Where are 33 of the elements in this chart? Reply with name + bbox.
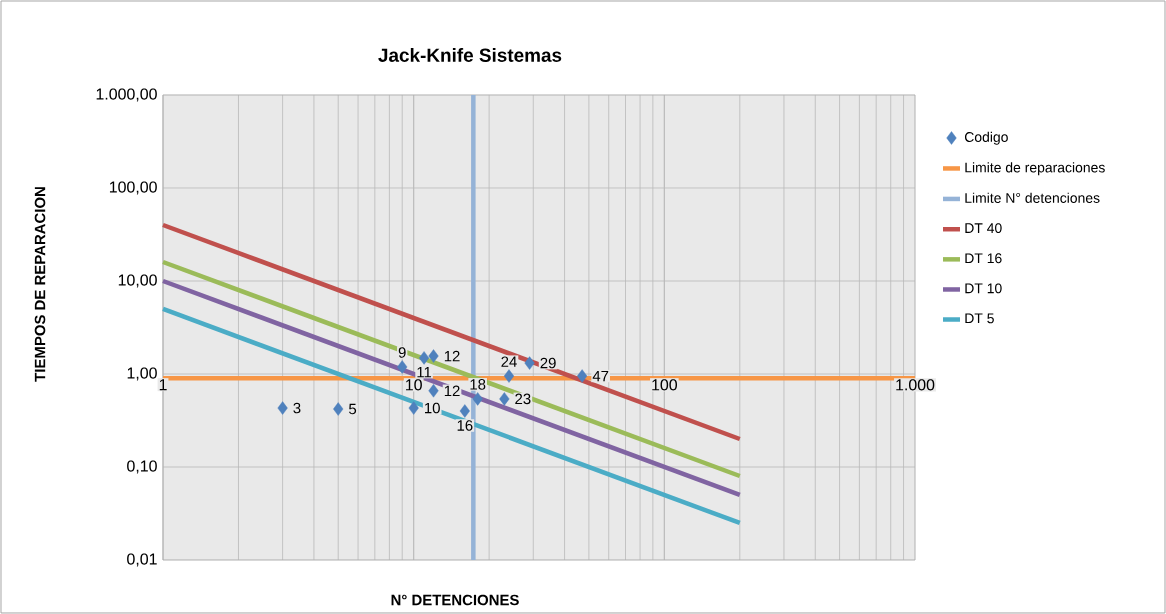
- x-tick-label: 1.000: [896, 379, 935, 391]
- annotation: 5: [349, 403, 357, 415]
- annotation: 18: [470, 379, 486, 390]
- y-tick-label: 0,01: [127, 553, 157, 567]
- annotation: 29: [540, 357, 556, 369]
- annotation: 24: [501, 356, 517, 367]
- y-tick-label: 100,00: [109, 181, 157, 195]
- annotation: 23: [515, 393, 531, 405]
- legend-label: Codigo: [964, 131, 1008, 145]
- x-axis-title: N° DETENCIONES: [391, 594, 519, 606]
- y-tick-label: 1.000,00: [96, 88, 157, 102]
- annotation: 9: [398, 347, 406, 358]
- x-tick-label: 10: [406, 379, 422, 391]
- legend-label: Limite de reparaciones: [965, 162, 1105, 176]
- y-axis-title: TIEMPOS DE REPARACION: [34, 187, 46, 382]
- annotation: 47: [592, 370, 609, 382]
- x-tick-label: 1: [159, 379, 167, 391]
- y-tick-label: 0,10: [127, 460, 157, 474]
- annotation: 10: [425, 402, 440, 414]
- annotation: 12: [444, 350, 460, 362]
- annotation: 12: [444, 385, 460, 396]
- x-tick-label: 100: [652, 379, 677, 391]
- legend-label: DT 5: [965, 313, 994, 324]
- y-tick-label: 10,00: [118, 274, 157, 288]
- annotation: 11: [417, 367, 432, 378]
- y-tick-label: 1,00: [127, 367, 157, 381]
- legend-label: Limite N° detenciones: [965, 192, 1100, 203]
- legend-label: DT 16: [965, 253, 1002, 264]
- legend-label: DT 40: [965, 223, 1002, 234]
- annotation: 3: [293, 402, 301, 414]
- chart-title: Jack-Knife Sistemas: [378, 48, 562, 62]
- annotation: 16: [457, 420, 473, 431]
- legend-label: DT 10: [965, 283, 1002, 294]
